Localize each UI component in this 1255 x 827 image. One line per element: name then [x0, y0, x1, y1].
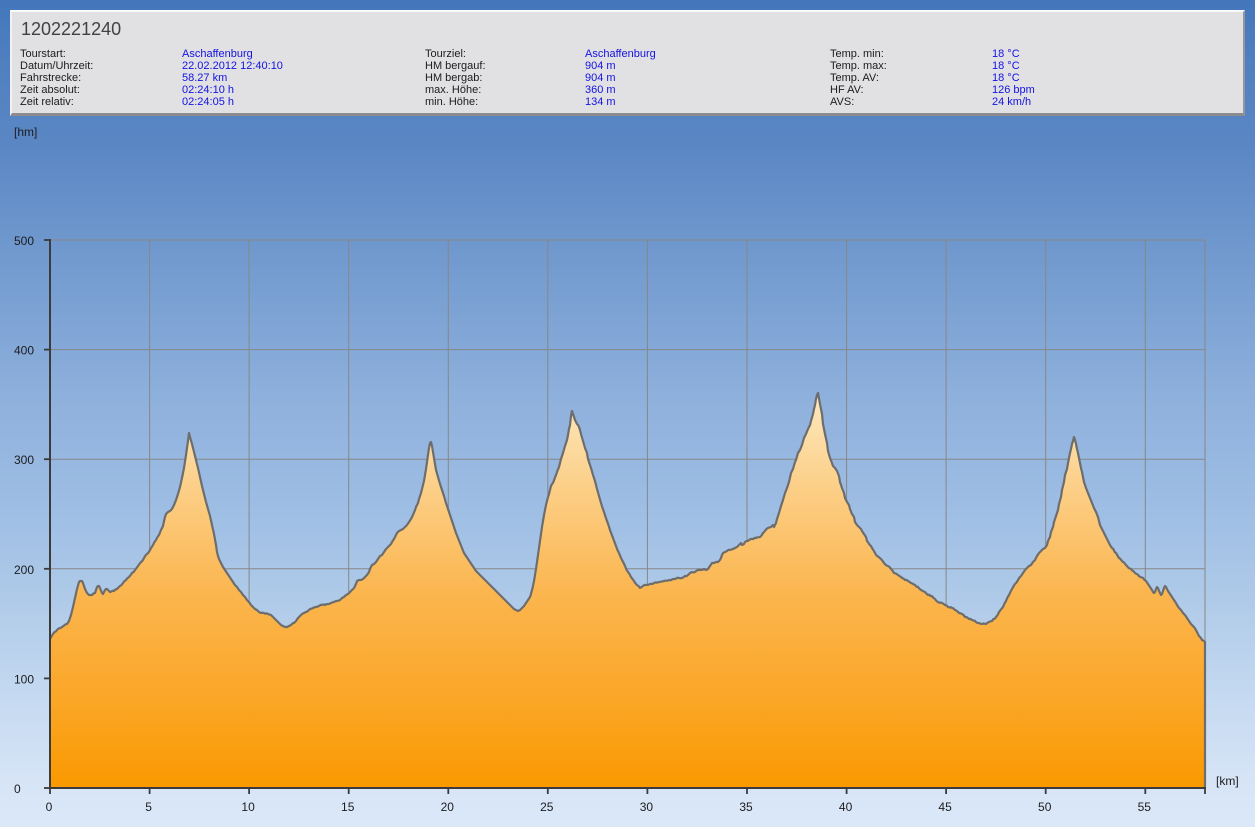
- svg-text:[hm]: [hm]: [14, 125, 37, 139]
- svg-text:300: 300: [14, 453, 34, 467]
- svg-text:35: 35: [739, 800, 753, 814]
- svg-text:45: 45: [938, 800, 952, 814]
- svg-text:0: 0: [14, 782, 21, 796]
- svg-text:5: 5: [145, 800, 152, 814]
- svg-text:500: 500: [14, 234, 34, 248]
- svg-text:400: 400: [14, 344, 34, 358]
- svg-text:10: 10: [241, 800, 255, 814]
- svg-text:55: 55: [1138, 800, 1152, 814]
- svg-text:[km]: [km]: [1216, 774, 1239, 788]
- svg-text:40: 40: [839, 800, 853, 814]
- svg-text:15: 15: [341, 800, 355, 814]
- svg-text:30: 30: [640, 800, 654, 814]
- svg-text:50: 50: [1038, 800, 1052, 814]
- svg-text:200: 200: [14, 563, 34, 577]
- svg-text:0: 0: [46, 800, 53, 814]
- svg-text:100: 100: [14, 672, 34, 686]
- svg-text:20: 20: [441, 800, 455, 814]
- svg-text:25: 25: [540, 800, 554, 814]
